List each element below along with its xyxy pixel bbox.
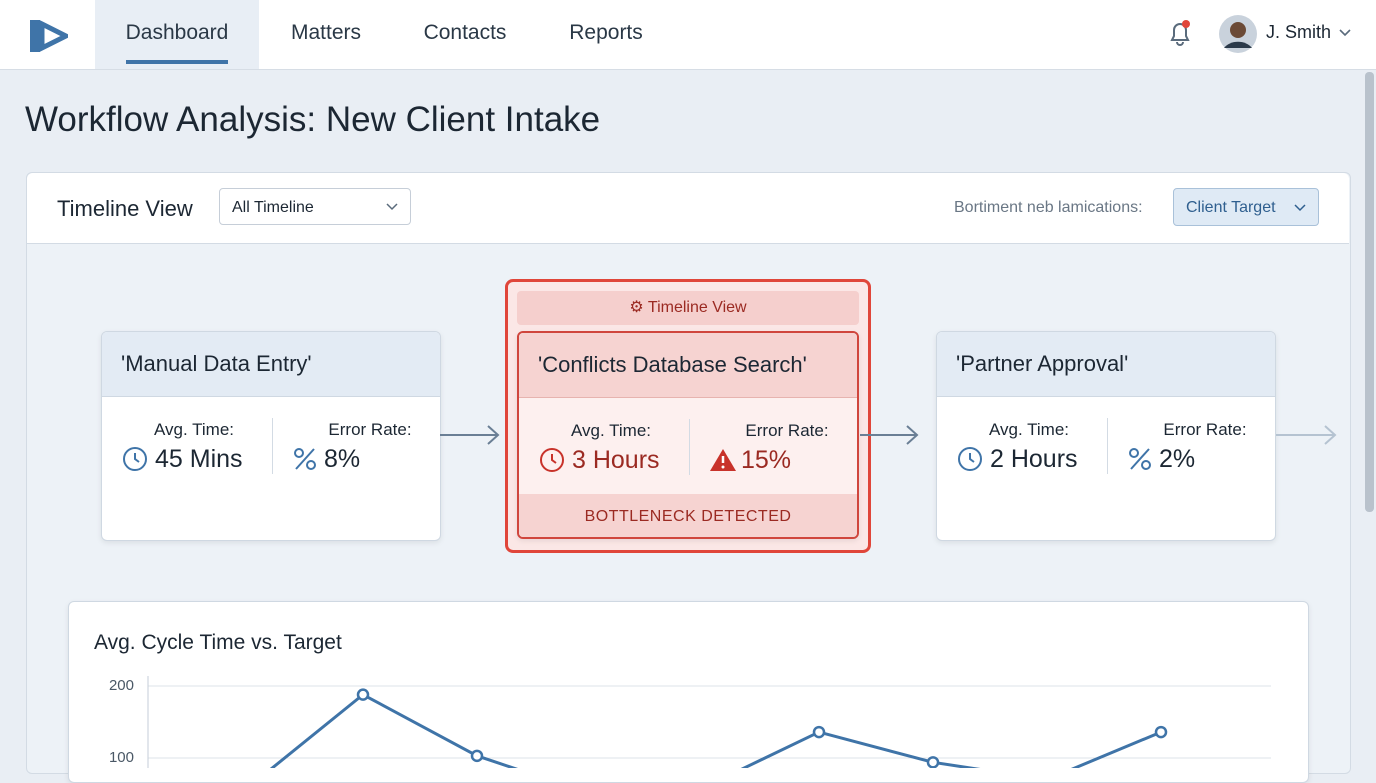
step-card[interactable]: 'Partner Approval' Avg. Time: 2 Hours Er… (936, 331, 1276, 541)
percent-icon (1129, 448, 1151, 470)
logo (30, 19, 68, 53)
error-rate: 15% (741, 446, 792, 474)
point (470, 749, 484, 763)
avg-time: 3 Hours (572, 446, 660, 474)
bottleneck-tag: ⚙ Timeline View (517, 291, 859, 325)
chevron (1339, 29, 1351, 37)
toolbar: Timeline View All Timeline Bortiment neb… (27, 173, 1349, 244)
filter-dropdown[interactable]: All Timeline (219, 188, 411, 225)
error-rate-label: Error Rate: (745, 421, 829, 440)
avg-time-label: Avg. Time: (571, 421, 651, 440)
nav-tab[interactable]: Matters (290, 21, 361, 44)
chart: Avg. Cycle Time vs. Target 100 200 (94, 631, 1271, 782)
chart-title: Avg. Cycle Time vs. Target (94, 631, 342, 654)
nav-tab[interactable]: Reports (569, 21, 643, 44)
clock-icon (123, 447, 147, 471)
percent-icon (294, 448, 316, 470)
avg-time-label: Avg. Time: (989, 420, 1069, 439)
step-name: 'Conflicts Database Search' (519, 333, 857, 398)
error-rate: 2% (1159, 445, 1196, 473)
error-rate-label: Error Rate: (328, 420, 412, 439)
notification-bell[interactable] (1166, 18, 1196, 48)
error-rate: 8% (324, 445, 361, 473)
arrows (440, 425, 1337, 445)
nav-bar: Dashboard Matters Contacts Reports J. Sm… (0, 0, 1376, 70)
warning-icon (710, 449, 736, 471)
point (926, 756, 940, 769)
error-rate-label: Error Rate: (1163, 420, 1247, 439)
divider (1107, 418, 1108, 474)
chevron (386, 203, 398, 211)
point (812, 725, 826, 739)
y-tick-label: 200 (109, 677, 134, 694)
toolbar-title: Timeline View (57, 196, 193, 221)
clock-icon (958, 447, 982, 471)
avg-time: 45 Mins (155, 445, 243, 473)
user-name[interactable]: J. Smith (1266, 22, 1332, 42)
chart-card: Avg. Cycle Time vs. Target 100 200 (68, 601, 1309, 783)
sort-label: Bortiment neb lamications: (954, 199, 1143, 216)
avg-time-label: Avg. Time: (154, 420, 234, 439)
scrollbar[interactable] (1365, 72, 1374, 512)
divider (272, 418, 273, 474)
sort-dropdown[interactable]: Client Target (1173, 188, 1319, 226)
line (252, 692, 1162, 782)
step-card[interactable]: 'Conflicts Database Search' Avg. Time: 3… (517, 331, 859, 539)
page-title: Workflow Analysis: New Client Intake (25, 100, 601, 139)
point (1154, 725, 1168, 739)
avatar[interactable] (1218, 14, 1258, 54)
divider (689, 419, 690, 475)
avg-time: 2 Hours (990, 445, 1078, 473)
point (356, 688, 370, 701)
nav-tab[interactable]: Contacts (423, 21, 507, 44)
nav-tab[interactable]: Dashboard (95, 0, 259, 69)
clock-icon (540, 448, 564, 472)
y-tick-label: 100 (109, 749, 134, 766)
step-name: 'Manual Data Entry' (102, 332, 440, 397)
step-name: 'Partner Approval' (937, 332, 1275, 397)
step-card[interactable]: 'Manual Data Entry' Avg. Time: 45 Mins E… (101, 331, 441, 541)
chevron (1294, 204, 1306, 212)
bottleneck-banner: BOTTLENECK DETECTED (519, 494, 857, 537)
